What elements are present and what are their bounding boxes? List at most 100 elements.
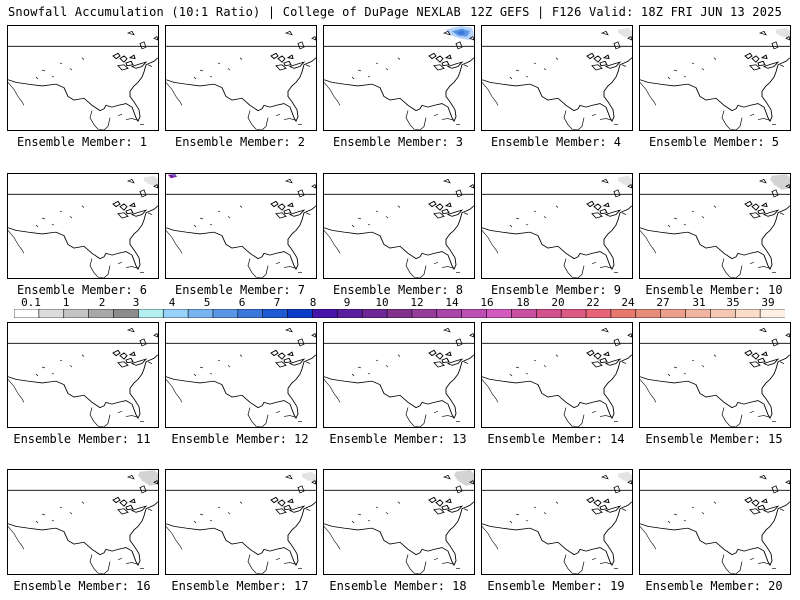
ensemble-member-panel: Ensemble Member: 16 <box>7 469 159 593</box>
colorbar-tick-label: 18 <box>516 296 530 309</box>
ensemble-member-label: Ensemble Member: 12 <box>171 432 309 446</box>
ensemble-member-label: Ensemble Member: 15 <box>645 432 783 446</box>
colorbar-tick-label: 22 <box>586 296 600 309</box>
ensemble-member-label: Ensemble Member: 9 <box>490 283 622 297</box>
ensemble-member-label: Ensemble Member: 13 <box>329 432 467 446</box>
colorbar-swatch <box>287 309 314 318</box>
colorbar-swatch <box>63 309 90 318</box>
ensemble-member-panel: Ensemble Member: 13 <box>323 322 475 446</box>
ensemble-member-panel: Ensemble Member: 17 <box>165 469 317 593</box>
ensemble-member-panel: Ensemble Member: 15 <box>639 322 791 446</box>
ensemble-member-label: Ensemble Member: 8 <box>332 283 464 297</box>
colorbar-tick-label: 8 <box>309 296 317 309</box>
colorbar-swatch <box>734 309 761 318</box>
colorbar-labels: 0.1 1 2 3 4 5 6 7 8 9 10 12 14 16 18 20 22 24 27 31 35 39 <box>0 296 800 309</box>
ensemble-member-panel: Ensemble Member: 10 <box>639 173 791 297</box>
ensemble-member-label: Ensemble Member: 17 <box>171 579 309 593</box>
ensemble-member-label: Ensemble Member: 2 <box>174 135 306 149</box>
ensemble-member-panel: Ensemble Member: 11 <box>7 322 159 446</box>
colorbar-tick-label: 6 <box>238 296 246 309</box>
colorbar-tick-label: 0.1 <box>21 296 41 309</box>
colorbar-swatch <box>237 309 264 318</box>
ensemble-member-label: Ensemble Member: 18 <box>329 579 467 593</box>
colorbar-swatch <box>262 309 289 318</box>
colorbar-swatch <box>461 309 488 318</box>
colorbar-tick-label: 1 <box>62 296 70 309</box>
colorbar-tick-label: 35 <box>726 296 740 309</box>
ensemble-member-panel: Ensemble Member: 19 <box>481 469 633 593</box>
us-snowfall-map <box>323 469 475 575</box>
colorbar-tick-label: 31 <box>692 296 706 309</box>
colorbar-swatch <box>337 309 363 318</box>
colorbar-swatch <box>585 309 612 318</box>
colorbar-swatch <box>511 309 538 318</box>
ensemble-member-label: Ensemble Member: 20 <box>645 579 783 593</box>
us-snowfall-map <box>165 469 317 575</box>
us-snowfall-map <box>639 25 791 131</box>
colorbar-swatch <box>312 309 339 318</box>
ensemble-member-panel: Ensemble Member: 18 <box>323 469 475 593</box>
ensemble-member-panel: Ensemble Member: 2 <box>165 25 317 149</box>
colorbar-swatch <box>411 309 438 318</box>
colorbar-swatch <box>685 309 712 318</box>
colorbar-tick-label: 24 <box>621 296 635 309</box>
colorbar-swatch <box>759 309 785 318</box>
ensemble-member-label: Ensemble Member: 16 <box>13 579 151 593</box>
ensemble-member-panel: Ensemble Member: 8 <box>323 173 475 297</box>
chart-title: Snowfall Accumulation (10:1 Ratio) | Col… <box>8 5 461 19</box>
colorbar-swatch <box>138 309 165 318</box>
ensemble-member-label: Ensemble Member: 11 <box>13 432 151 446</box>
ensemble-member-label: Ensemble Member: 14 <box>487 432 625 446</box>
colorbar-swatch <box>660 309 687 318</box>
colorbar-swatch <box>486 309 513 318</box>
colorbar-swatch <box>212 309 239 318</box>
colorbar-swatch <box>113 309 140 318</box>
colorbar-tick-label: 12 <box>410 296 424 309</box>
us-snowfall-map <box>481 25 633 131</box>
snowfall-colorbar <box>14 309 785 318</box>
us-snowfall-map <box>323 322 475 428</box>
colorbar-tick-label: 9 <box>343 296 351 309</box>
colorbar-tick-label: 27 <box>656 296 670 309</box>
us-snowfall-map <box>165 173 317 279</box>
ensemble-member-label: Ensemble Member: 1 <box>16 135 148 149</box>
colorbar-tick-label: 3 <box>132 296 140 309</box>
ensemble-member-panel: Ensemble Member: 6 <box>7 173 159 297</box>
colorbar-swatch <box>361 309 388 318</box>
ensemble-member-panel: Ensemble Member: 1 <box>7 25 159 149</box>
colorbar-swatch <box>88 309 115 318</box>
us-snowfall-map <box>481 469 633 575</box>
colorbar-swatch <box>635 309 662 318</box>
ensemble-member-panel: Ensemble Member: 5 <box>639 25 791 149</box>
us-snowfall-map <box>165 322 317 428</box>
colorbar-tick-label: 5 <box>203 296 211 309</box>
ensemble-member-panel: Ensemble Member: 12 <box>165 322 317 446</box>
colorbar-swatch <box>710 309 737 318</box>
colorbar-tick-label: 14 <box>445 296 459 309</box>
us-snowfall-map <box>481 173 633 279</box>
us-snowfall-map <box>481 322 633 428</box>
colorbar-swatch <box>436 309 463 318</box>
colorbar-swatch <box>386 309 413 318</box>
ensemble-member-panel: Ensemble Member: 3 <box>323 25 475 149</box>
us-snowfall-map <box>165 25 317 131</box>
us-snowfall-map <box>323 173 475 279</box>
colorbar-tick-label: 2 <box>98 296 106 309</box>
colorbar-swatch <box>560 309 587 318</box>
colorbar-tick-label: 10 <box>375 296 389 309</box>
model-run-info: 12Z GEFS | F126 Valid: 18Z FRI JUN 13 20… <box>470 5 782 19</box>
us-snowfall-map <box>7 25 159 131</box>
colorbar-tick-label: 20 <box>551 296 565 309</box>
colorbar-swatch <box>38 309 65 318</box>
ensemble-member-label: Ensemble Member: 3 <box>332 135 464 149</box>
colorbar-tick-label: 4 <box>168 296 176 309</box>
us-snowfall-map <box>323 25 475 131</box>
us-snowfall-map <box>639 173 791 279</box>
ensemble-member-panel: Ensemble Member: 4 <box>481 25 633 149</box>
ensemble-member-label: Ensemble Member: 19 <box>487 579 625 593</box>
ensemble-member-label: Ensemble Member: 6 <box>16 283 148 297</box>
us-snowfall-map <box>639 322 791 428</box>
colorbar-tick-label: 16 <box>480 296 494 309</box>
us-snowfall-map <box>7 173 159 279</box>
colorbar-swatch <box>535 309 562 318</box>
